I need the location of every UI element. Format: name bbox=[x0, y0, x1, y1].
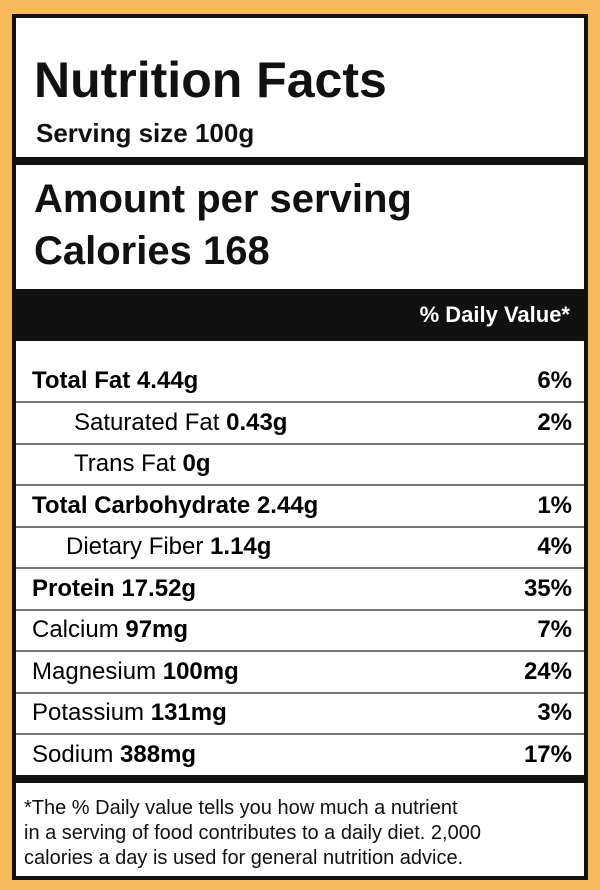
nutrient: Protein 17.52g bbox=[32, 569, 196, 609]
title: Nutrition Facts bbox=[34, 52, 387, 108]
calories: Calories 168 bbox=[34, 228, 270, 274]
nutrient-row: Protein 17.52g 35% bbox=[16, 569, 584, 611]
nutrient-row: Sodium 388mg 17% bbox=[16, 735, 584, 777]
daily-value: 6% bbox=[537, 367, 572, 394]
nutrient-name: Trans Fat bbox=[74, 450, 176, 477]
divider bbox=[16, 775, 584, 783]
daily-value: 35% bbox=[523, 574, 572, 602]
nutrient-amount: 17.52g bbox=[121, 574, 197, 602]
nutrient-name: Saturated Fat bbox=[74, 408, 220, 436]
nutrient-amount: 4.44g bbox=[136, 367, 199, 394]
serving-size: Serving size 100g bbox=[36, 118, 255, 148]
nutrient-row: Calcium 97mg 7% bbox=[16, 610, 584, 652]
nutrient-amount: 1.14g bbox=[210, 533, 272, 560]
nutrient: Calcium 97mg bbox=[32, 610, 188, 650]
divider bbox=[16, 157, 584, 165]
nutrient: Potassium 131mg bbox=[32, 693, 227, 733]
nutrient: Trans Fat 0g bbox=[74, 444, 211, 484]
nutrient-amount: 97mg bbox=[125, 616, 189, 643]
nutrient-amount: 100mg bbox=[162, 657, 239, 685]
dv-bar bbox=[16, 289, 584, 341]
nutrient-row: Magnesium 100mg 24% bbox=[16, 652, 584, 694]
footnote-line: in a serving of food contributes to a da… bbox=[24, 822, 481, 844]
daily-value: 2% bbox=[537, 408, 572, 436]
footnote-line: calories a day is used for general nutri… bbox=[24, 847, 464, 869]
nutrient-amount: 388mg bbox=[120, 740, 197, 768]
nutrient: Saturated Fat 0.43g bbox=[74, 403, 287, 443]
daily-value: 1% bbox=[537, 491, 572, 519]
nutrient-amount: 2.44g bbox=[256, 491, 319, 519]
nutrient-name: Magnesium bbox=[32, 657, 157, 685]
nutrient-row: Trans Fat 0g bbox=[16, 444, 584, 486]
nutrient-amount: 0.43g bbox=[226, 408, 288, 436]
nutrient-name: Total Fat bbox=[32, 367, 131, 394]
nutrient-name: Protein bbox=[32, 574, 115, 602]
nutrient-row: Dietary Fiber 1.14g 4% bbox=[16, 527, 584, 569]
nutrient-row: Saturated Fat 0.43g 2% bbox=[16, 403, 584, 445]
nutrition-label: Nutrition Facts Serving size 100g Amount… bbox=[12, 14, 588, 880]
nutrient-name: Total Carbohydrate bbox=[32, 491, 251, 519]
calories-label: Calories bbox=[34, 229, 192, 273]
nutrient-name: Potassium bbox=[32, 699, 145, 726]
nutrient: Magnesium 100mg bbox=[32, 652, 239, 692]
nutrient-name: Calcium bbox=[32, 616, 119, 643]
nutrient-amount: 131mg bbox=[150, 699, 227, 726]
nutrient-row: Potassium 131mg 3% bbox=[16, 693, 584, 735]
nutrient: Sodium 388mg bbox=[32, 735, 196, 775]
nutrient: Total Fat 4.44g bbox=[32, 361, 198, 401]
nutrient-name: Sodium bbox=[32, 740, 114, 768]
daily-value: 4% bbox=[537, 533, 572, 560]
calories-value: 168 bbox=[202, 229, 270, 273]
daily-value: 7% bbox=[537, 616, 572, 643]
nutrient-name: Dietary Fiber bbox=[66, 533, 204, 560]
daily-value: 17% bbox=[523, 740, 572, 768]
footnote: *The % Daily value tells you how much a … bbox=[24, 796, 481, 871]
nutrient-amount: 0g bbox=[182, 450, 211, 477]
nutrient: Total Carbohydrate 2.44g bbox=[32, 486, 318, 526]
amount-title: Amount per serving bbox=[34, 177, 412, 221]
daily-value: 24% bbox=[523, 657, 572, 685]
dv-header: % Daily Value* bbox=[419, 302, 570, 327]
daily-value: 3% bbox=[537, 699, 572, 726]
nutrient-row: Total Fat 4.44g 6% bbox=[16, 361, 584, 403]
footnote-line: *The % Daily value tells you how much a … bbox=[24, 797, 458, 819]
nutrient: Dietary Fiber 1.14g bbox=[66, 527, 271, 567]
nutrient-row: Total Carbohydrate 2.44g 1% bbox=[16, 486, 584, 528]
